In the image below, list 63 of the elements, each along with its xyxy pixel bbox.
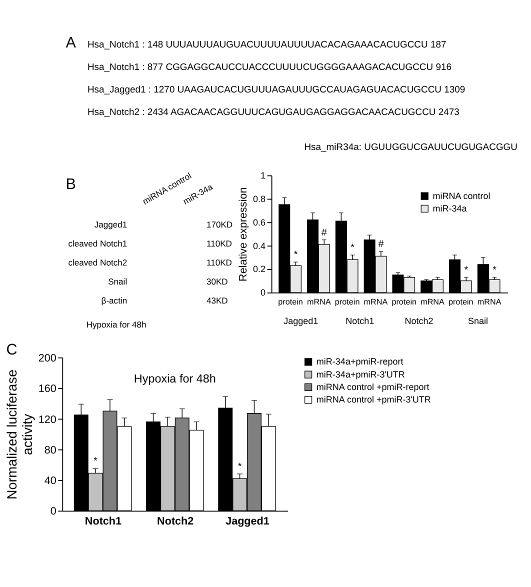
data-label: # <box>378 238 384 250</box>
text: Hsa_Notch1 : 148 UUUAUUUAUGUACUUUUAUUUUACACAGAAACACUGCCU 187 <box>87 39 446 50</box>
x-tick-label: protein <box>278 298 303 307</box>
category-label: cleaved Notch1 <box>68 238 128 249</box>
legend-label: miRNA control <box>432 190 490 201</box>
data-label: * <box>492 264 497 276</box>
text: Snail <box>468 316 488 326</box>
y-tick-label: 0 <box>50 506 56 518</box>
text: Hsa_Notch2 : 2434 AGACAACAGGUUUCAGUGAUGAGGAGGACAACACUGCCU 2473 <box>87 106 460 118</box>
text: Jagged1 <box>284 316 318 326</box>
data-label: * <box>94 456 98 468</box>
text: B <box>66 176 76 193</box>
category-label: 110KD <box>206 238 232 249</box>
y-tick-label: 1 <box>260 170 266 180</box>
y-tick-label: 0.4 <box>252 240 266 251</box>
legend-label: miRNA control +pmiR-3'UTR <box>316 394 432 405</box>
x-tick-label: protein <box>448 298 474 307</box>
y-axis-title: Normalized luciferase activity <box>4 370 35 500</box>
text: Notch1 <box>346 316 374 326</box>
legend-label: miR-34a+pmiR-report <box>316 356 404 367</box>
x-tick-label: mRNA <box>306 298 332 307</box>
x-tick-label: protein <box>392 298 417 307</box>
x-tick-label: mRNA <box>364 298 388 307</box>
category-label: Snail <box>108 276 128 286</box>
x-tick-label: Jagged1 <box>226 516 270 528</box>
category-label: β-actin <box>101 295 128 306</box>
legend-label: miRNA control +pmiR-report <box>316 382 430 392</box>
y-tick-label: 0.8 <box>252 194 266 204</box>
y-tick-label: 0 <box>260 288 266 298</box>
y-tick-label: 160 <box>38 383 56 396</box>
text: Notch2 <box>404 316 434 326</box>
y-tick-label: 120 <box>38 414 56 426</box>
x-tick-label: mRNA <box>477 298 502 307</box>
category-label: 43KD <box>206 295 228 306</box>
x-tick-label: Notch2 <box>157 516 194 528</box>
category-label: 30KD <box>206 276 228 286</box>
category-label: Jagged1 <box>94 220 128 230</box>
data-label: * <box>294 250 298 261</box>
text: Hypoxia for 48h <box>134 372 216 386</box>
legend-label: miR-34a+pmiR-3'UTR <box>316 369 406 380</box>
y-axis-title: Relative expression <box>238 187 250 282</box>
y-tick-label: 200 <box>38 352 56 364</box>
y-tick-label: 40 <box>44 475 56 488</box>
category-label: cleaved Notch2 <box>68 257 128 268</box>
data-label: # <box>321 227 328 238</box>
text: Hsa_miR34a: UGUUGGUCGAUUCUGUGACGGU <box>304 142 518 154</box>
x-tick-label: protein <box>334 298 360 307</box>
text: A <box>66 34 77 52</box>
x-tick-label: mRNA <box>420 298 446 307</box>
y-tick-label: 0.6 <box>252 217 266 228</box>
legend-label: miR-34a <box>432 203 467 214</box>
y-tick-label: 80 <box>44 444 56 456</box>
category-label: 170KD <box>206 220 233 230</box>
data-label: * <box>350 242 355 254</box>
category-label: 110KD <box>206 257 232 268</box>
data-label: * <box>238 461 242 472</box>
text: Hypoxia for 48h <box>86 320 146 330</box>
text: Hsa_Notch1 : 877 CGGAGGCAUCCUACCCUUUUCUGGGGAAAGACACUGCCU 916 <box>87 62 452 73</box>
x-tick-label: Notch1 <box>84 516 122 528</box>
text: Hsa_Jagged1 : 1270 UAAGAUCACUGUUUAGAUUUGCCAUAGAGUACACUGCCU 1309 <box>87 84 466 96</box>
y-tick-label: 0.2 <box>252 264 266 274</box>
data-label: * <box>464 264 468 276</box>
text: C <box>6 342 18 359</box>
